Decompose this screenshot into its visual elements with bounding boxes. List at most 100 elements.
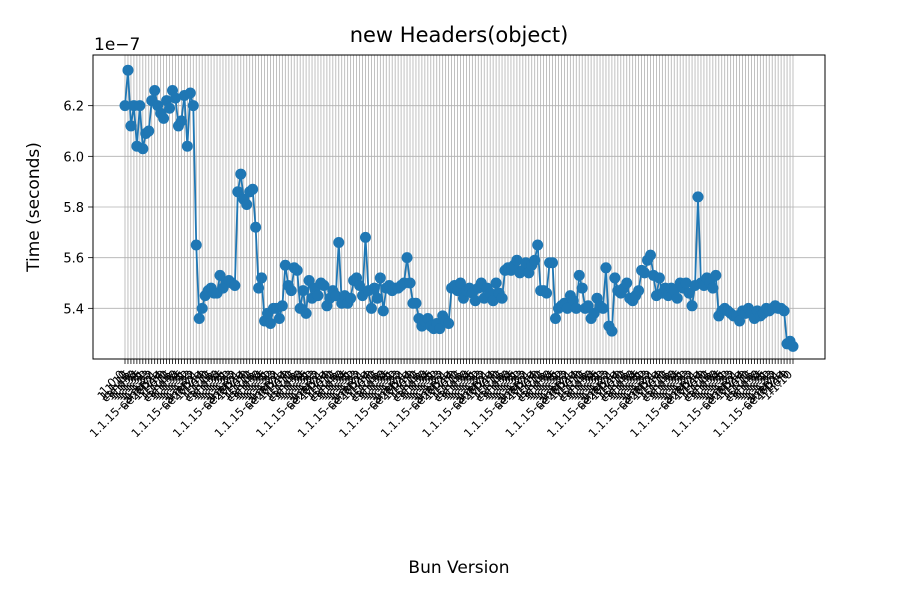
- data-point: [164, 102, 176, 114]
- x-axis-ticks: [124, 359, 794, 364]
- data-point: [639, 267, 651, 279]
- data-point: [401, 252, 413, 264]
- y-offset-label: 1e−7: [94, 35, 140, 55]
- data-point: [671, 292, 683, 304]
- data-point: [149, 84, 161, 96]
- data-point: [547, 257, 559, 269]
- data-point: [410, 297, 422, 309]
- data-point: [707, 282, 719, 294]
- data-point: [778, 305, 790, 317]
- data-point: [511, 254, 523, 266]
- data-point: [247, 183, 259, 195]
- data-series: [119, 64, 799, 352]
- data-point: [190, 239, 202, 251]
- data-point: [532, 239, 544, 251]
- data-point: [606, 325, 618, 337]
- data-point: [241, 198, 253, 210]
- data-point: [235, 168, 247, 180]
- data-point: [787, 340, 799, 352]
- data-point: [686, 300, 698, 312]
- data-point: [318, 280, 330, 292]
- data-point: [333, 236, 345, 248]
- data-point: [644, 249, 656, 261]
- data-point: [454, 277, 466, 289]
- y-tick-label: 6.0: [63, 150, 84, 165]
- data-point: [561, 302, 573, 314]
- data-point: [374, 272, 386, 284]
- data-point: [490, 277, 502, 289]
- data-point: [229, 280, 241, 292]
- y-tick-label: 6.2: [63, 100, 84, 115]
- data-point: [119, 100, 131, 112]
- data-point: [529, 254, 541, 266]
- data-point: [443, 318, 455, 330]
- data-point: [434, 323, 446, 335]
- data-point: [570, 302, 582, 314]
- data-point: [122, 64, 134, 76]
- data-point: [345, 292, 357, 304]
- data-point: [359, 231, 371, 243]
- y-tick-label: 5.4: [63, 302, 84, 317]
- data-point: [273, 312, 285, 324]
- data-point: [300, 307, 312, 319]
- y-tick-label: 5.6: [63, 252, 84, 267]
- data-point: [588, 307, 600, 319]
- data-point: [633, 285, 645, 297]
- data-point: [734, 315, 746, 327]
- data-point: [214, 269, 226, 281]
- data-point: [276, 300, 288, 312]
- data-point: [175, 115, 187, 127]
- data-point: [680, 277, 692, 289]
- data-point: [196, 302, 208, 314]
- data-point: [368, 282, 380, 294]
- data-point: [653, 272, 665, 284]
- y-axis-label: Time (seconds): [24, 142, 44, 273]
- data-point: [487, 295, 499, 307]
- data-point: [692, 191, 704, 203]
- data-point: [169, 92, 181, 104]
- data-point: [541, 287, 553, 299]
- data-point: [303, 274, 315, 286]
- data-point: [256, 272, 268, 284]
- data-point: [264, 318, 276, 330]
- data-point: [232, 186, 244, 198]
- data-point: [297, 285, 309, 297]
- data-point: [354, 280, 366, 292]
- y-grid-lines: [93, 105, 825, 309]
- data-point: [250, 221, 262, 233]
- data-point: [137, 143, 149, 155]
- data-point: [181, 140, 193, 152]
- data-point: [576, 282, 588, 294]
- data-point: [285, 285, 297, 297]
- data-point: [377, 305, 389, 317]
- data-point: [496, 292, 508, 304]
- data-point: [134, 100, 146, 112]
- data-point: [609, 272, 621, 284]
- x-axis-label: Bun Version: [408, 558, 509, 578]
- data-point: [312, 290, 324, 302]
- data-point: [582, 300, 594, 312]
- data-point: [279, 259, 291, 271]
- data-point: [291, 264, 303, 276]
- data-point: [125, 120, 137, 132]
- data-point: [184, 87, 196, 99]
- data-point: [193, 312, 205, 324]
- data-point: [597, 302, 609, 314]
- data-point: [683, 287, 695, 299]
- data-point: [573, 269, 585, 281]
- data-point: [158, 112, 170, 124]
- data-point: [253, 282, 265, 294]
- y-axis-ticks: 5.4 5.6 5.8 6.0 6.2: [63, 100, 93, 317]
- data-point: [600, 262, 612, 274]
- data-point: [549, 312, 561, 324]
- data-point: [365, 302, 377, 314]
- data-point: [621, 277, 633, 289]
- y-tick-label: 5.8: [63, 201, 84, 216]
- data-point: [710, 269, 722, 281]
- chart-title: new Headers(object): [350, 23, 569, 47]
- data-point: [187, 100, 199, 112]
- data-point: [469, 295, 481, 307]
- data-point: [404, 277, 416, 289]
- data-point: [371, 292, 383, 304]
